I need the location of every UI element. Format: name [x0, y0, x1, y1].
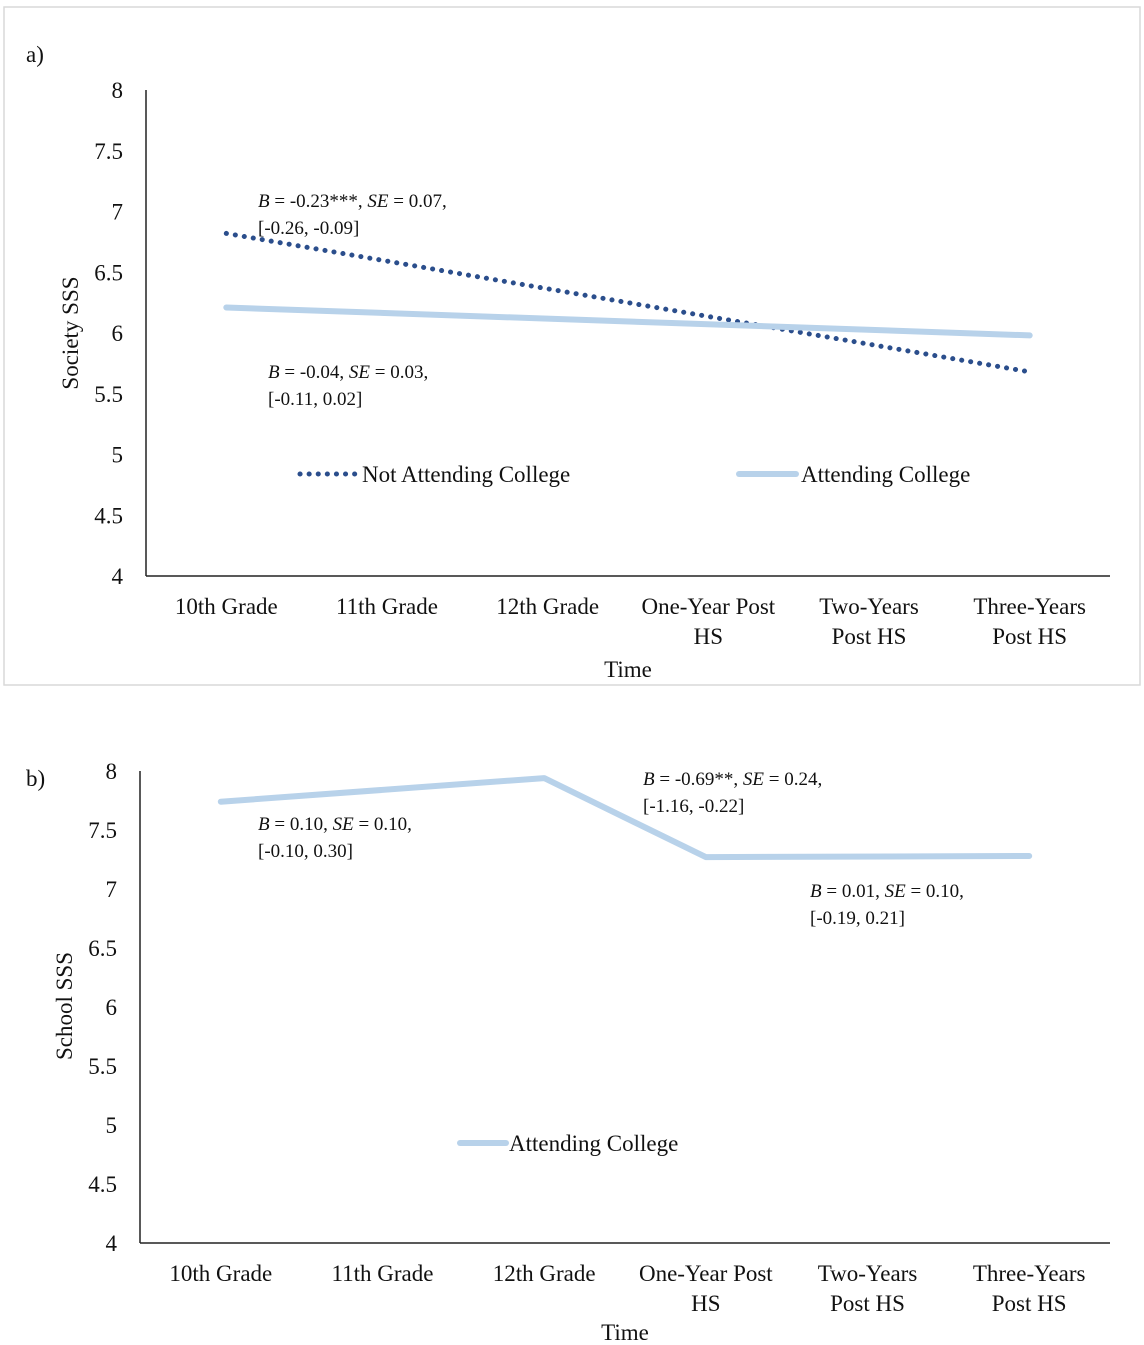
x-tick-label: Two-Years: [819, 594, 919, 619]
x-tick-label: Post HS: [832, 624, 907, 649]
x-tick-label: HS: [691, 1291, 720, 1316]
panel-a: a) 8 7.5 7 6.5 6 5.5 5 4.5 4 10th Grade 11th Grade 1…: [3, 6, 1141, 686]
x-tick-label: Post HS: [992, 1291, 1067, 1316]
y-tick-label: 6.5: [88, 936, 117, 961]
y-tick-label: 7: [106, 877, 118, 902]
x-tick-label: Two-Years: [818, 1261, 918, 1286]
y-tick-label: 8: [106, 759, 118, 784]
panel-a-frame: [3, 6, 1141, 686]
confidence-interval-annotation: [-0.10, 0.30]: [258, 841, 353, 862]
y-tick-label: 7.5: [94, 139, 123, 164]
y-tick-label: 4.5: [88, 1172, 117, 1197]
x-tick-label: 11th Grade: [332, 1261, 434, 1286]
legend-label: Not Attending College: [362, 462, 570, 487]
x-tick-label: 10th Grade: [169, 1261, 272, 1286]
y-axis-title: School SSS: [52, 952, 77, 1060]
y-tick-label: 7.5: [88, 818, 117, 843]
x-axis-title: Time: [601, 1320, 649, 1345]
y-tick-label: 8: [112, 78, 124, 103]
y-tick-label: 4: [112, 564, 124, 589]
x-tick-label: One-Year Post: [641, 594, 775, 619]
y-tick-label: 5: [112, 443, 124, 468]
series-line-attending-college: [223, 304, 1033, 339]
x-tick-label: Three-Years: [973, 594, 1086, 619]
confidence-interval-annotation: [-0.19, 0.21]: [810, 908, 905, 929]
legend-label: Attending College: [801, 462, 970, 487]
panel-label: a): [26, 42, 44, 67]
y-tick-label: 6.5: [94, 260, 123, 285]
x-tick-label: 12th Grade: [496, 594, 599, 619]
regression-annotation: B = -0.69**, SE = 0.24,: [643, 769, 822, 790]
x-tick-label: Post HS: [992, 624, 1067, 649]
panel-b: b) 8 7.5 7 6.5 6 5.5 5 4.5 4 10th Grade 11th Grade 1…: [26, 759, 1110, 1345]
x-tick-label: 11th Grade: [336, 594, 438, 619]
x-axis-title: Time: [604, 657, 652, 682]
panel-label: b): [26, 766, 45, 791]
series-line-attending-college: [217, 775, 1033, 861]
x-tick-label: Three-Years: [973, 1261, 1086, 1286]
y-tick-label: 5: [106, 1113, 118, 1138]
y-tick-label: 4.5: [94, 503, 123, 528]
legend-label: Attending College: [509, 1131, 678, 1156]
y-axis-title: Society SSS: [58, 276, 83, 389]
x-tick-label: Post HS: [830, 1291, 905, 1316]
regression-annotation: B = -0.04, SE = 0.03,: [268, 362, 428, 383]
y-tick-label: 4: [106, 1231, 118, 1256]
y-tick-label: 6: [112, 321, 124, 346]
y-tick-label: 5.5: [88, 1054, 117, 1079]
confidence-interval-annotation: [-0.26, -0.09]: [258, 218, 359, 239]
confidence-interval-annotation: [-1.16, -0.22]: [643, 796, 744, 817]
regression-annotation: B = -0.23***, SE = 0.07,: [258, 191, 447, 212]
regression-annotation: B = 0.10, SE = 0.10,: [258, 814, 412, 835]
series-line-not-attending-college: [223, 230, 1033, 375]
x-tick-label: 10th Grade: [175, 594, 278, 619]
y-tick-label: 6: [106, 995, 118, 1020]
regression-annotation: B = 0.01, SE = 0.10,: [810, 881, 964, 902]
x-tick-label: One-Year Post: [639, 1261, 773, 1286]
x-tick-label: HS: [694, 624, 723, 649]
y-tick-label: 7: [112, 200, 124, 225]
x-tick-label: 12th Grade: [493, 1261, 596, 1286]
confidence-interval-annotation: [-0.11, 0.02]: [268, 389, 362, 410]
y-tick-label: 5.5: [94, 382, 123, 407]
